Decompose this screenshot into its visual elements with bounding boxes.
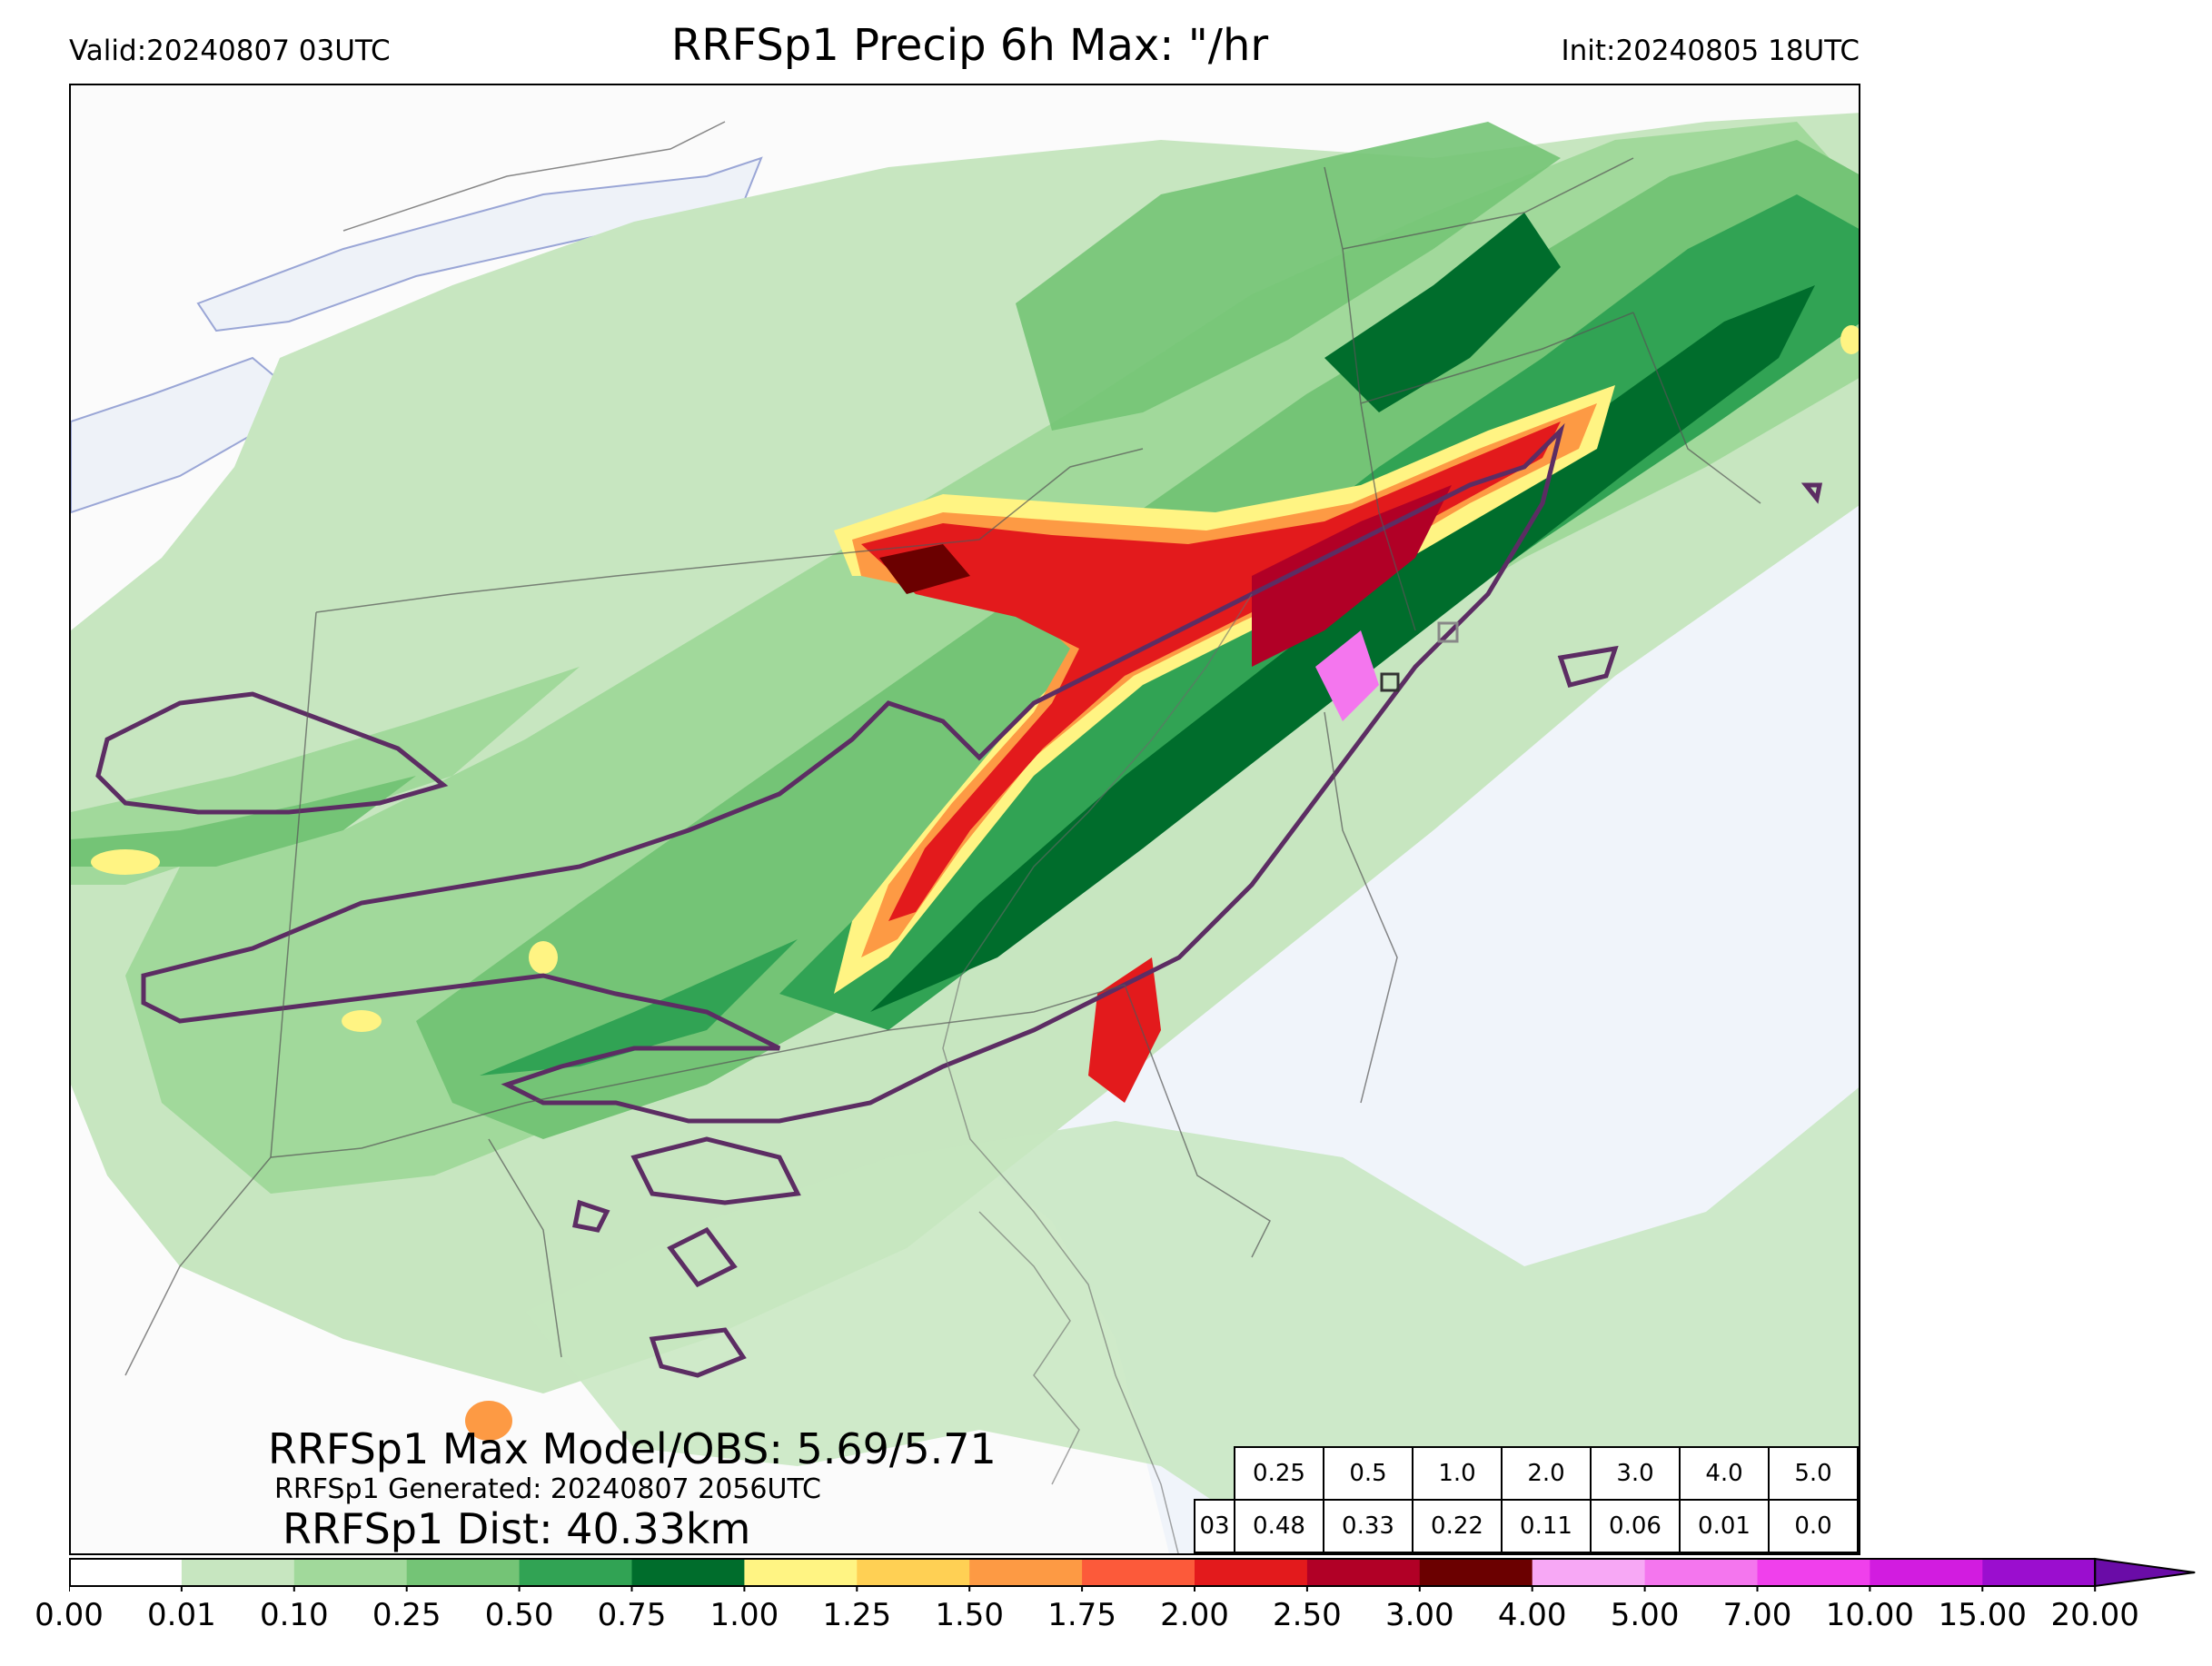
threshold-cell: 0.5 — [1323, 1446, 1413, 1501]
valid-time-label: Valid:20240807 03UTC — [69, 35, 391, 67]
colorbar-segment — [1419, 1559, 1533, 1586]
colorbar-segment — [1532, 1559, 1646, 1586]
colorbar-tick-label: 3.00 — [1384, 1597, 1454, 1633]
generated-time-label: RRFSp1 Generated: 20240807 2056UTC — [274, 1473, 821, 1505]
value-cell: 0.22 — [1412, 1499, 1503, 1553]
colorbar-tick-label: 10.00 — [1825, 1597, 1915, 1633]
colorbar-segment — [181, 1559, 295, 1586]
colorbar-tick-label: 2.00 — [1160, 1597, 1229, 1633]
colorbar-tick-label: 7.00 — [1722, 1597, 1792, 1633]
colorbar-segment — [519, 1559, 632, 1586]
value-row: 03 0.48 0.33 0.22 0.11 0.06 0.01 0.0 — [1194, 1499, 1859, 1553]
map-canvas — [71, 113, 1859, 1553]
threshold-cell: 3.0 — [1590, 1446, 1681, 1501]
distance-label: RRFSp1 Dist: 40.33km — [283, 1504, 751, 1553]
value-cell: 0.01 — [1679, 1499, 1770, 1553]
state-borders — [124, 121, 1761, 1376]
value-cell: 0.48 — [1234, 1499, 1324, 1553]
colorbar-tick-label: 4.00 — [1497, 1597, 1567, 1633]
threshold-cell: 2.0 — [1501, 1446, 1592, 1501]
row-label-cell: 03 — [1194, 1499, 1235, 1553]
colorbar-segment — [969, 1559, 1083, 1586]
colorbar-tick-label: 1.25 — [822, 1597, 892, 1633]
threshold-stats-table: 0.25 0.5 1.0 2.0 3.0 4.0 5.0 03 0.48 0.3… — [1194, 1446, 1859, 1553]
colorbar-tick-label: 0.01 — [147, 1597, 216, 1633]
value-cell: 0.11 — [1501, 1499, 1592, 1553]
colorbar-segment — [69, 1559, 183, 1586]
value-cell: 0.06 — [1590, 1499, 1681, 1553]
colorbar-tick-label: 15.00 — [1938, 1597, 2027, 1633]
threshold-cell: 0.25 — [1234, 1446, 1324, 1501]
colorbar-segment — [1870, 1559, 1983, 1586]
threshold-cell: 1.0 — [1412, 1446, 1503, 1501]
colorbar-tick-label: 2.50 — [1273, 1597, 1342, 1633]
lake-erie — [71, 356, 309, 514]
colorbar-tick-label: 1.50 — [935, 1597, 1005, 1633]
colorbar-segment — [406, 1559, 521, 1586]
colorbar-segment — [857, 1559, 970, 1586]
colorbar-segment — [1195, 1559, 1308, 1586]
colorbar-tick-label: 0.75 — [597, 1597, 667, 1633]
colorbar-tick-label: 0.50 — [484, 1597, 554, 1633]
init-time-label: Init:20240805 18UTC — [1561, 35, 1860, 67]
colorbar-segment — [1982, 1559, 2096, 1586]
colorbar-segment — [293, 1559, 408, 1586]
colorbar-segment — [744, 1559, 858, 1586]
colorbar-tick-label: 5.00 — [1610, 1597, 1680, 1633]
colorbar-tick-label: 0.25 — [372, 1597, 441, 1633]
model-max-marker — [1380, 672, 1400, 692]
heavy-precip-band — [91, 325, 1859, 1441]
obs-contours — [95, 422, 1823, 1378]
coastline — [942, 593, 1253, 1553]
colorbar-tick-label: 0.00 — [35, 1597, 104, 1633]
colorbar-tick-label: 0.10 — [259, 1597, 329, 1633]
colorbar-segment — [1757, 1559, 1870, 1586]
threshold-cell: 5.0 — [1768, 1446, 1859, 1501]
colorbar-tick-label: 1.00 — [709, 1597, 779, 1633]
colorbar-segment — [631, 1559, 745, 1586]
obs-max-marker — [1437, 621, 1459, 643]
colorbar-segment — [1644, 1559, 1758, 1586]
value-cell: 0.0 — [1768, 1499, 1859, 1553]
page-title: RRFSp1 Precip 6h Max: "/hr — [670, 20, 1269, 71]
precip-map — [69, 84, 1860, 1555]
colorbar-segment — [1306, 1559, 1421, 1586]
threshold-cell: 4.0 — [1679, 1446, 1770, 1501]
colorbar — [69, 1557, 2196, 1592]
threshold-row: 0.25 0.5 1.0 2.0 3.0 4.0 5.0 — [1195, 1446, 1859, 1501]
colorbar-tick-label: 1.75 — [1047, 1597, 1116, 1633]
colorbar-tick-label: 20.00 — [2050, 1597, 2139, 1633]
value-cell: 0.33 — [1323, 1499, 1413, 1553]
max-model-obs-label: RRFSp1 Max Model/OBS: 5.69/5.71 — [268, 1424, 997, 1473]
colorbar-segment — [1082, 1559, 1195, 1586]
colorbar-extend-arrow — [2094, 1557, 2196, 1588]
